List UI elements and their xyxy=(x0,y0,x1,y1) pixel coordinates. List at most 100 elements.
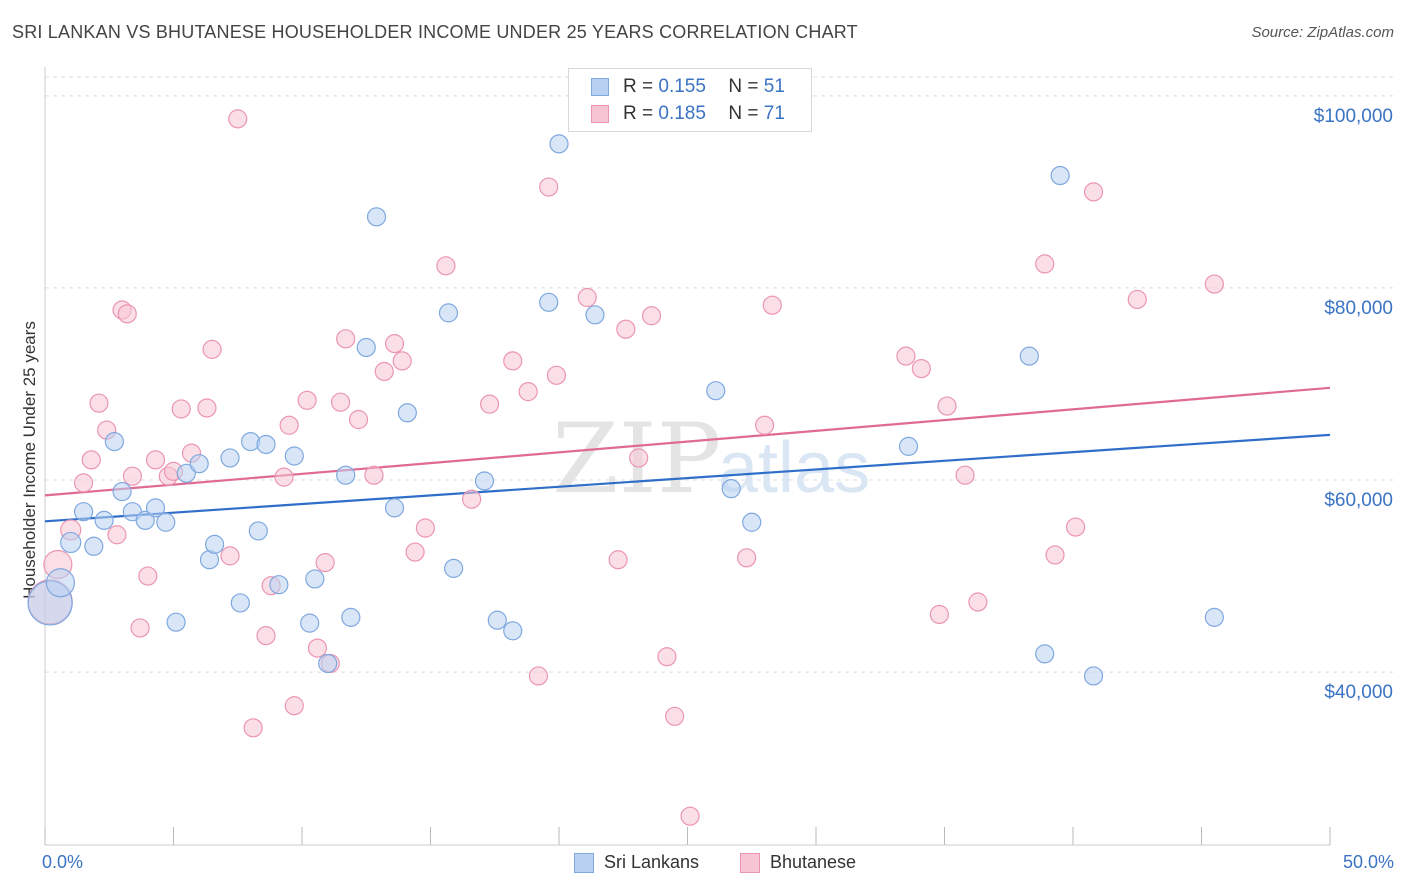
point-sri-lankans xyxy=(73,502,94,522)
y-tick-label: $100,000 xyxy=(1314,106,1393,127)
r-value: 0.155 xyxy=(658,76,706,97)
point-sri-lankans xyxy=(220,448,240,468)
point-bhutanese xyxy=(307,638,328,658)
point-bhutanese xyxy=(145,450,166,470)
x-tick-label-max: 50.0% xyxy=(1342,852,1394,872)
point-bhutanese xyxy=(197,398,217,418)
r-label: R = xyxy=(623,76,654,97)
point-sri-lankans xyxy=(112,481,132,502)
point-bhutanese xyxy=(348,409,369,430)
point-bhutanese xyxy=(968,592,988,612)
point-sri-lankans xyxy=(356,337,376,358)
legend-item-bhutanese[interactable]: Bhutanese xyxy=(740,852,856,873)
point-bhutanese xyxy=(297,390,317,410)
trend-lines xyxy=(44,386,1331,523)
point-sri-lankans xyxy=(474,471,495,491)
point-sri-lankans xyxy=(269,575,289,595)
legend-label: Bhutanese xyxy=(770,852,857,872)
point-sri-lankans xyxy=(60,531,82,554)
point-bhutanese xyxy=(89,393,109,413)
point-bhutanese xyxy=(284,696,304,716)
point-bhutanese xyxy=(279,415,299,435)
point-bhutanese xyxy=(929,604,949,625)
point-bhutanese xyxy=(503,351,523,371)
point-sri-lankans xyxy=(318,653,338,674)
n-value: 51 xyxy=(763,76,785,97)
point-bhutanese xyxy=(415,518,435,538)
point-bhutanese xyxy=(384,334,405,354)
point-sri-lankans xyxy=(104,431,124,452)
point-bhutanese xyxy=(405,542,425,562)
legend-row-bhutanese: R = 0.185 N = 71 xyxy=(591,102,785,126)
n-value: 71 xyxy=(763,103,785,124)
trend-line-sri-lankans xyxy=(44,433,1331,523)
point-sri-lankans xyxy=(135,510,155,530)
trend-line-bhutanese xyxy=(44,386,1331,497)
data-points xyxy=(27,109,1224,826)
y-tick-label: $80,000 xyxy=(1324,298,1393,319)
point-bhutanese xyxy=(616,319,636,339)
point-sri-lankans xyxy=(585,305,605,325)
point-sri-lankans xyxy=(706,381,726,401)
point-sri-lankans xyxy=(300,613,320,633)
point-bhutanese xyxy=(202,339,222,359)
point-sri-lankans xyxy=(397,403,417,423)
point-bhutanese xyxy=(130,618,150,638)
point-bhutanese xyxy=(528,666,549,686)
point-bhutanese xyxy=(81,450,101,470)
legend-item-sri-lankans[interactable]: Sri Lankans xyxy=(574,852,699,873)
point-sri-lankans xyxy=(284,446,304,466)
n-label: N = xyxy=(728,76,759,97)
point-bhutanese xyxy=(243,718,263,738)
point-bhutanese xyxy=(657,647,677,667)
point-bhutanese xyxy=(122,466,142,486)
point-bhutanese xyxy=(336,329,356,349)
legend-label: Sri Lankans xyxy=(604,852,700,872)
point-bhutanese xyxy=(896,346,916,366)
point-bhutanese xyxy=(256,626,276,646)
y-axis-label: Householder Income Under 25 years xyxy=(20,321,39,599)
r-label: R = xyxy=(623,103,654,124)
point-sri-lankans xyxy=(1019,346,1039,366)
point-bhutanese xyxy=(539,177,559,197)
point-sri-lankans xyxy=(503,621,523,641)
point-bhutanese xyxy=(955,465,975,485)
point-bhutanese xyxy=(171,399,191,419)
point-bhutanese xyxy=(117,304,137,324)
point-sri-lankans xyxy=(166,612,186,632)
point-sri-lankans xyxy=(1050,165,1070,186)
point-bhutanese xyxy=(1065,517,1086,537)
grid-lines xyxy=(45,76,1393,673)
point-sri-lankans xyxy=(256,434,276,455)
point-bhutanese xyxy=(364,465,384,485)
point-bhutanese xyxy=(641,306,662,326)
point-bhutanese xyxy=(330,392,351,412)
point-sri-lankans xyxy=(1083,666,1104,686)
point-bhutanese xyxy=(392,351,412,371)
axes xyxy=(44,67,1331,846)
point-bhutanese xyxy=(1127,289,1147,310)
point-sri-lankans xyxy=(438,303,459,323)
blue-swatch xyxy=(591,78,609,96)
point-sri-lankans xyxy=(305,569,325,589)
point-bhutanese xyxy=(1035,254,1055,274)
point-sri-lankans xyxy=(898,436,919,456)
point-bhutanese xyxy=(107,525,127,545)
y-tick-label: $60,000 xyxy=(1324,490,1393,511)
point-bhutanese xyxy=(480,394,500,414)
r-value: 0.185 xyxy=(658,103,706,124)
point-sri-lankans xyxy=(384,498,405,518)
point-sri-lankans xyxy=(336,465,356,485)
point-bhutanese xyxy=(608,550,628,570)
point-sri-lankans xyxy=(176,463,196,483)
y-tick-label: $40,000 xyxy=(1324,682,1393,703)
point-bhutanese xyxy=(436,256,456,276)
point-bhutanese xyxy=(911,358,931,379)
point-bhutanese xyxy=(546,365,567,385)
point-sri-lankans xyxy=(205,534,225,554)
point-sri-lankans xyxy=(721,479,741,499)
point-sri-lankans xyxy=(742,512,762,532)
point-sri-lankans xyxy=(1204,607,1224,627)
n-label: N = xyxy=(728,103,759,124)
correlation-legend: R = 0.155 N = 51 R = 0.185 N = 71 xyxy=(568,68,812,132)
